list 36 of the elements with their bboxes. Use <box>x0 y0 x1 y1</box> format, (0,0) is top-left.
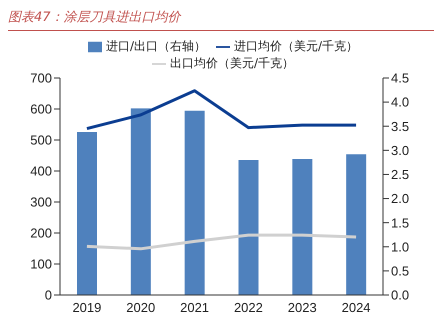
x-tick-label: 2021 <box>180 300 210 316</box>
chart-title: 图表47：涂层刀具进出口均价 <box>8 8 434 31</box>
y2-tick-label: 1.5 <box>391 215 410 230</box>
legend-label: 进口均价（美元/千克） <box>234 39 358 53</box>
legend-label: 进口/出口（右轴） <box>106 39 206 53</box>
y2-tick-label: 4.5 <box>391 70 410 86</box>
bar <box>184 110 205 295</box>
x-tick-label: 2022 <box>234 300 263 316</box>
y-tick-label: 600 <box>30 102 52 117</box>
y2-tick-label: 3.5 <box>391 118 410 134</box>
y-tick-label: 300 <box>30 194 52 210</box>
bar <box>346 154 366 295</box>
bar <box>77 132 97 295</box>
bar <box>130 108 151 295</box>
y2-tick-label: 2.0 <box>391 191 410 206</box>
x-tick-label: 2020 <box>126 300 156 316</box>
x-tick-label: 2023 <box>288 300 317 316</box>
legend-label: 出口均价（美元/千克） <box>170 56 294 70</box>
bar <box>238 160 258 295</box>
y2-tick-label: 4.0 <box>391 94 410 110</box>
y-tick-label: 0 <box>44 288 52 303</box>
y-tick-label: 700 <box>30 70 52 86</box>
line-series <box>85 89 358 130</box>
y-tick-label: 500 <box>30 132 52 148</box>
y2-tick-label: 2.5 <box>391 167 410 182</box>
x-tick-label: 2019 <box>72 300 102 316</box>
y2-tick-label: 0.0 <box>391 288 410 303</box>
line-series <box>85 234 358 250</box>
y-tick-label: 100 <box>30 256 52 272</box>
y2-tick-label: 0.5 <box>391 264 410 279</box>
y-tick-label: 200 <box>30 226 52 241</box>
y-tick-label: 400 <box>30 164 52 179</box>
bar <box>292 159 312 295</box>
y2-tick-label: 1.0 <box>391 239 410 254</box>
x-tick-label: 2024 <box>342 300 371 316</box>
y2-tick-label: 3.0 <box>391 142 410 158</box>
